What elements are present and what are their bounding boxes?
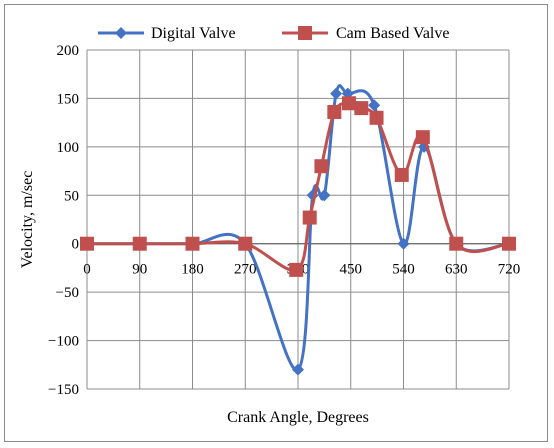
data-point	[292, 363, 304, 376]
y-tick-label: 50	[64, 188, 79, 204]
grid-lines	[86, 49, 510, 390]
y-tick-labels: −150 −100 −50 0 50 100 150 200	[48, 43, 79, 398]
data-point	[341, 96, 356, 111]
series-line	[87, 84, 510, 372]
data-point	[289, 262, 304, 277]
legend-item: Cam Based Valve	[282, 25, 449, 42]
data-point	[327, 104, 342, 119]
x-tick-label: 180	[181, 262, 204, 278]
data-point	[80, 236, 94, 251]
y-tick-label: 0	[72, 237, 80, 253]
data-point	[394, 167, 409, 182]
data-point	[314, 159, 329, 174]
y-tick-label: −50	[56, 285, 79, 301]
x-tick-label: 90	[132, 262, 147, 278]
data-point	[368, 99, 381, 112]
data-point	[132, 236, 147, 251]
data-point	[302, 210, 317, 225]
data-point	[449, 236, 464, 251]
y-tick-label: 150	[57, 91, 80, 107]
legend-item: Digital Valve	[98, 25, 236, 42]
legend: Digital Valve Cam Based Valve	[98, 25, 449, 42]
x-tick-label: 0	[83, 262, 91, 278]
data-point	[415, 130, 430, 145]
y-tick-label: 100	[57, 140, 80, 156]
legend-marker	[115, 27, 127, 39]
legend-label: Digital Valve	[151, 25, 236, 42]
x-tick-label: 630	[445, 262, 468, 278]
data-point	[185, 236, 200, 251]
series-cam-based-valve	[80, 96, 516, 277]
data-point	[318, 189, 331, 202]
data-point	[354, 101, 369, 116]
data-point	[502, 236, 516, 251]
data-point	[397, 237, 410, 250]
data-point	[369, 110, 384, 125]
y-tick-label: −100	[48, 334, 79, 350]
x-tick-label: 450	[340, 262, 363, 278]
data-point	[238, 236, 253, 251]
y-tick-label: 200	[57, 43, 80, 59]
x-tick-label: 720	[498, 262, 521, 278]
data-point	[330, 87, 343, 100]
x-axis-title: Crank Angle, Degrees	[227, 409, 369, 426]
x-tick-label: 270	[234, 262, 257, 278]
y-axis-title: Velocity, m/sec	[19, 171, 36, 269]
y-tick-label: −150	[48, 382, 79, 398]
series-group	[80, 84, 516, 376]
legend-label: Cam Based Valve	[336, 25, 449, 42]
legend-marker	[298, 26, 312, 40]
x-tick-label: 540	[392, 262, 415, 278]
